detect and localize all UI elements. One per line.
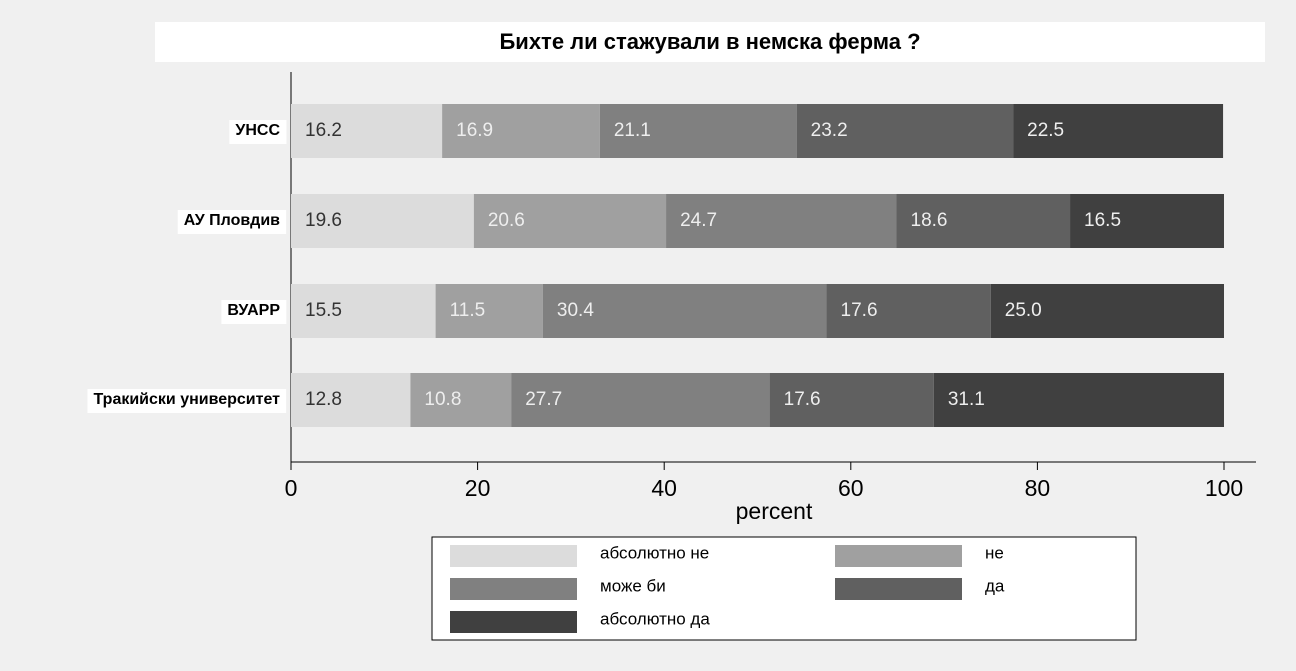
value-label: 20.6	[488, 210, 525, 231]
category-label: УНСС	[235, 122, 280, 139]
category-label-box	[87, 389, 287, 413]
title-banner	[155, 22, 1265, 62]
value-label: 30.4	[557, 300, 594, 321]
value-label: 17.6	[841, 300, 878, 321]
value-label: 19.6	[305, 210, 342, 231]
legend-swatch	[835, 578, 962, 600]
bar-segment	[511, 373, 770, 427]
category-label-box	[177, 210, 287, 234]
x-tick-label: 40	[651, 475, 677, 501]
value-label: 17.6	[784, 389, 821, 410]
legend-label: абсолютно да	[600, 609, 710, 628]
bar-segment	[473, 194, 667, 248]
bar-segment	[1013, 104, 1224, 158]
bar-segment	[410, 373, 512, 427]
x-tick-label: 80	[1025, 475, 1051, 501]
value-label: 12.8	[305, 389, 342, 410]
bar-segment	[291, 194, 474, 248]
value-label: 24.7	[680, 210, 717, 231]
bar-segment	[826, 284, 991, 338]
x-tick-label: 20	[465, 475, 491, 501]
value-label: 15.5	[305, 300, 342, 321]
bar-segment	[796, 104, 1014, 158]
value-label: 21.1	[614, 120, 651, 141]
x-tick-label: 60	[838, 475, 864, 501]
bar-segment	[666, 194, 897, 248]
value-label: 16.5	[1084, 210, 1121, 231]
bar-segment	[435, 284, 543, 338]
x-axis-label: percent	[736, 498, 813, 524]
bar-segment	[990, 284, 1224, 338]
bar-segment	[933, 373, 1224, 427]
value-label: 31.1	[948, 389, 985, 410]
value-label: 10.8	[424, 389, 461, 410]
bar-segment	[442, 104, 600, 158]
category-label: Тракийски университет	[94, 391, 281, 408]
x-tick-label: 100	[1205, 475, 1243, 501]
legend-label: да	[985, 576, 1005, 595]
category-label: АУ Пловдив	[184, 212, 280, 229]
legend-swatch	[450, 545, 577, 567]
chart-title: Бихте ли стажували в немска ферма ?	[499, 29, 920, 54]
legend-label: не	[985, 543, 1004, 562]
value-label: 16.2	[305, 120, 342, 141]
value-label: 11.5	[450, 300, 486, 321]
bar-segment	[291, 284, 436, 338]
legend-swatch	[835, 545, 962, 567]
legend-label: може би	[600, 576, 666, 595]
category-label: ВУАРР	[227, 302, 280, 319]
value-label: 27.7	[525, 389, 562, 410]
category-label-box	[229, 120, 287, 144]
bar-segment	[1070, 194, 1224, 248]
x-tick-label: 0	[285, 475, 298, 501]
legend-label: абсолютно не	[600, 543, 709, 562]
value-label: 16.9	[456, 120, 493, 141]
value-label: 25.0	[1005, 300, 1042, 321]
legend-swatch	[450, 611, 577, 633]
bar-segment	[599, 104, 797, 158]
bar-segment	[542, 284, 827, 338]
bar-segment	[291, 373, 411, 427]
legend-swatch	[450, 578, 577, 600]
value-label: 22.5	[1027, 120, 1064, 141]
category-label-box	[221, 300, 287, 324]
bar-segment	[896, 194, 1071, 248]
bar-segment	[291, 104, 443, 158]
value-label: 18.6	[911, 210, 948, 231]
bar-segment	[769, 373, 934, 427]
value-label: 23.2	[811, 120, 848, 141]
